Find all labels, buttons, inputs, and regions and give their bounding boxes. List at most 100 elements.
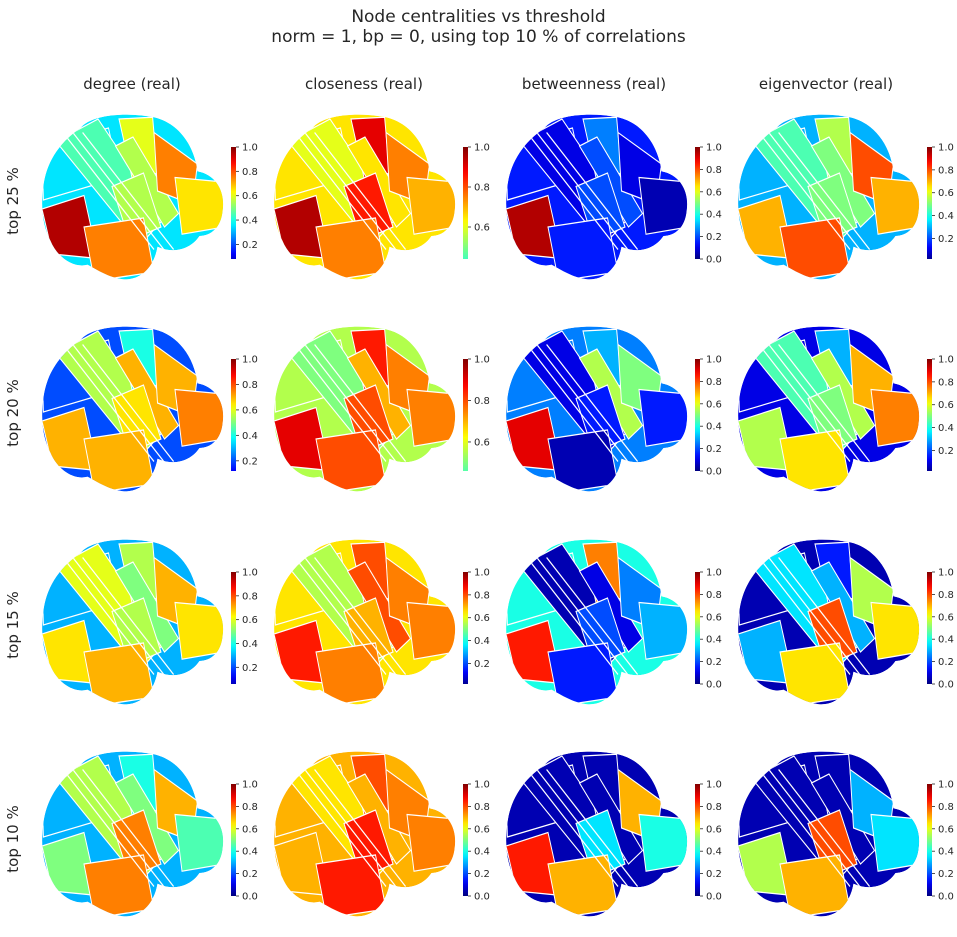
parcel-boundary [314,556,406,676]
parcel-boundary [62,768,155,888]
colorbar-r3-c3 [927,784,932,896]
colorbar-tick-label: 0.4 [474,847,490,858]
colorbar-tick-label: 0.8 [474,396,490,407]
parcel-lower-center [315,854,387,917]
parcel-boundary [304,768,397,888]
parcel-boundary [536,556,629,676]
parcel-boundary [778,556,870,676]
parcel-boundary [62,556,155,676]
colorbar-tick-label: 0.6 [474,437,490,448]
parcel-boundary [314,131,406,251]
colorbar-tick-label: 0.0 [474,892,490,903]
parcel-lower-center [83,217,155,280]
colorbar-tick-label: 0.8 [938,802,954,813]
parcel-boundary [536,131,629,251]
parcel-boundary [526,768,619,888]
colorbar-r3-c0 [231,784,236,896]
parcel-boundary [294,556,387,676]
colorbar-tick-label: 0.8 [938,165,954,176]
parcel-boundary [768,131,861,251]
brain-map-r3-c3 [738,751,920,917]
parcel-right-lobe [870,388,920,447]
colorbar-tick-label: 0.6 [474,824,490,835]
parcel-boundary [72,768,165,888]
brain-map-r1-c2 [506,326,688,492]
colorbar-r3-c1 [463,784,468,896]
colorbar-tick-label: 0.8 [474,802,490,813]
colorbar-tick-label: 0.2 [706,444,722,455]
brain-map-r3-c0 [42,751,224,917]
colorbar-tick-label: 0.0 [706,467,722,478]
colorbar-tick-label: 0.4 [706,847,722,858]
parcel-boundary [82,768,174,888]
colorbar-tick-label: 0.0 [706,680,722,691]
colorbar-tick-label: 0.4 [706,635,722,646]
parcel-boundary [768,556,861,676]
parcel-right-lobe [870,601,920,660]
parcel-right-lobe [406,813,456,872]
parcel-lower-center [547,642,619,705]
colorbar-tick-label: 0.2 [938,657,954,668]
colorbar-tick-label: 0.4 [706,422,722,433]
parcel-boundary [304,131,397,251]
colorbar-tick-label: 1.0 [474,355,490,366]
colorbar-tick-label: 0.8 [706,377,722,388]
parcel-boundary [778,768,870,888]
colorbar-tick-label: 0.6 [242,615,258,626]
colorbar-tick-label: 0.4 [242,216,258,227]
parcel-boundary [768,768,861,888]
parcel-boundary [304,343,397,463]
parcel-boundary [82,131,174,251]
colorbar-r0-c2 [695,147,700,259]
colorbar-tick-label: 0.6 [474,223,490,234]
parcel-boundary [526,343,619,463]
colorbar-tick-label: 0.6 [938,612,954,623]
parcel-right-lobe [638,813,688,872]
parcel-right-lobe [174,176,224,235]
parcel-boundary [546,556,638,676]
chart-subtitle: norm = 1, bp = 0, using top 10 % of corr… [271,27,686,47]
parcel-right-lobe [638,601,688,660]
colorbar-tick-label: 0.8 [242,167,258,178]
colorbar-tick-label: 1.0 [242,780,258,791]
parcel-lower-center [779,854,851,917]
parcel-boundary [758,768,851,888]
colorbar-tick-label: 0.2 [242,869,258,880]
colorbar-tick-label: 0.0 [242,892,258,903]
colorbar-r2-c0 [231,572,236,684]
parcel-boundary [82,556,174,676]
colorbar-tick-label: 0.6 [706,612,722,623]
parcel-lower-center [779,429,851,492]
colorbar-tick-label: 0.0 [706,255,722,266]
colorbar-r1-c1 [463,359,468,471]
colorbar-tick-label: 1.0 [706,355,722,366]
colorbar-tick-label: 0.8 [706,590,722,601]
colorbar-tick-label: 0.6 [474,613,490,624]
parcel-boundary [526,131,619,251]
parcel-boundary [62,131,155,251]
colorbar-tick-label: 0.2 [706,232,722,243]
parcel-lower-center [315,217,387,280]
parcel-right-lobe [174,813,224,872]
brain-map-r3-c1 [274,751,456,917]
colorbar-tick-label: 0.2 [938,869,954,880]
parcel-lower-center [83,429,155,492]
colorbar-tick-label: 1.0 [474,780,490,791]
parcel-right-lobe [406,176,456,235]
colorbar-tick-label: 1.0 [474,143,490,154]
brain-map-r2-c0 [42,539,224,705]
colorbar-tick-label: 0.4 [938,635,954,646]
colorbar-tick-label: 0.6 [242,824,258,835]
parcel-right-lobe [638,388,688,447]
parcel-boundary [758,556,851,676]
colorbar-r0-c0 [231,147,236,259]
brain-map-r1-c0 [42,326,224,492]
parcel-right-lobe [870,813,920,872]
brain-map-r3-c2 [506,751,688,917]
colorbar-tick-label: 0.2 [706,869,722,880]
colorbar-tick-label: 0.2 [938,234,954,245]
parcel-lower-center [547,854,619,917]
colorbar-tick-label: 0.6 [242,191,258,202]
colorbar-tick-label: 1.0 [938,355,954,366]
parcel-lower-center [83,854,155,917]
